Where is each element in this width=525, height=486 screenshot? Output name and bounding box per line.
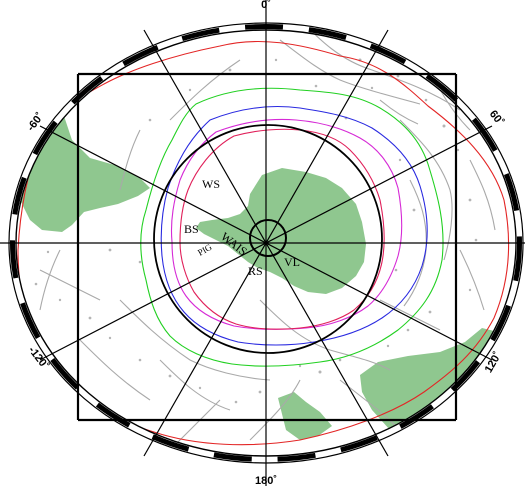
contour-crimson <box>179 128 385 330</box>
label-ross-sea: RS <box>248 264 263 278</box>
border-checker <box>10 24 522 462</box>
australia-land <box>360 328 500 442</box>
bathymetry-dots <box>34 58 478 404</box>
contour-green <box>140 87 444 367</box>
latitude-circles <box>153 124 383 354</box>
lon-label-180: 180˚ <box>255 475 277 486</box>
label-victoria-land: VL <box>284 255 300 269</box>
label-weddell-sea: WS <box>202 177 220 191</box>
new-zealand-land <box>278 392 332 440</box>
lon-label-0: 0˚ <box>261 0 271 11</box>
label-bellingshausen-sea: BS <box>184 222 199 236</box>
frame-grid <box>76 72 458 422</box>
map-border <box>8 22 524 464</box>
antarctica-land <box>196 168 366 294</box>
